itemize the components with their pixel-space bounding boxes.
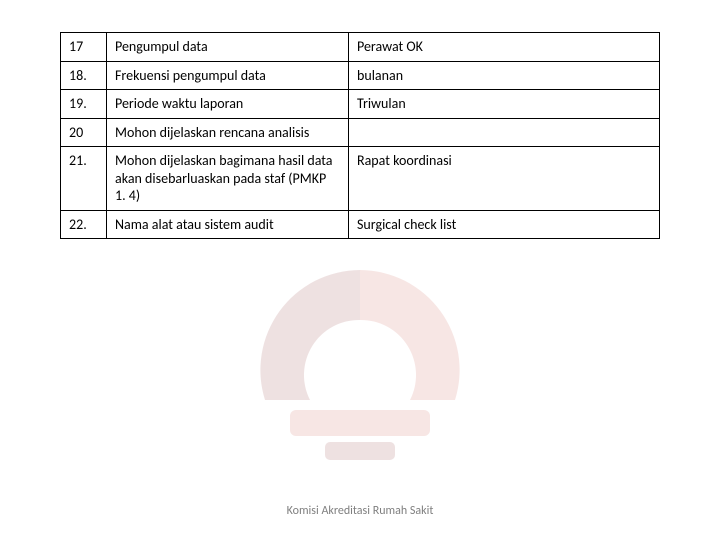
cell-value: Rapat koordinasi [349, 147, 660, 211]
cell-value: Perawat OK [349, 33, 660, 62]
data-table-container: 17 Pengumpul data Perawat OK 18. Frekuen… [60, 32, 660, 239]
table-row: 19. Periode waktu laporan Triwulan [61, 90, 660, 119]
cell-no: 22. [61, 210, 107, 239]
cell-value [349, 118, 660, 147]
cell-label: Mohon dijelaskan rencana analisis [107, 118, 349, 147]
cell-no: 19. [61, 90, 107, 119]
cell-label: Frekuensi pengumpul data [107, 61, 349, 90]
cell-no: 17 [61, 33, 107, 62]
footer-text: Komisi Akreditasi Rumah Sakit [0, 504, 720, 518]
background-watermark [230, 260, 490, 480]
cell-no: 18. [61, 61, 107, 90]
cell-label: Pengumpul data [107, 33, 349, 62]
table-row: 18. Frekuensi pengumpul data bulanan [61, 61, 660, 90]
table-row: 17 Pengumpul data Perawat OK [61, 33, 660, 62]
table-row: 21. Mohon dijelaskan bagimana hasil data… [61, 147, 660, 211]
cell-no: 20 [61, 118, 107, 147]
cell-label: Mohon dijelaskan bagimana hasil data aka… [107, 147, 349, 211]
cell-no: 21. [61, 147, 107, 211]
cell-value: Triwulan [349, 90, 660, 119]
table-row: 20 Mohon dijelaskan rencana analisis [61, 118, 660, 147]
cell-label: Nama alat atau sistem audit [107, 210, 349, 239]
cell-label: Periode waktu laporan [107, 90, 349, 119]
cell-value: bulanan [349, 61, 660, 90]
table-row: 22. Nama alat atau sistem audit Surgical… [61, 210, 660, 239]
data-table: 17 Pengumpul data Perawat OK 18. Frekuen… [60, 32, 660, 239]
cell-value: Surgical check list [349, 210, 660, 239]
